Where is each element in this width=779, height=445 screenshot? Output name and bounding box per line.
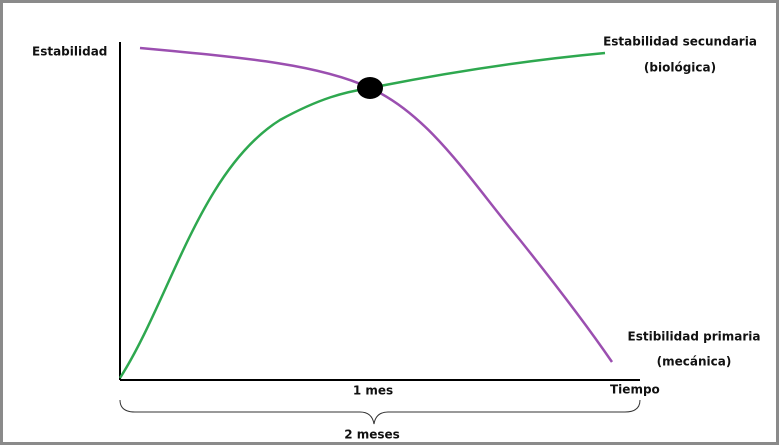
brace-label: 2 meses: [344, 428, 400, 442]
brace: [119, 399, 641, 425]
intersection-dot: [357, 77, 383, 99]
secondary-label: Estabilidad secundaria: [603, 35, 757, 49]
secondary-sublabel: (biológica): [644, 61, 716, 75]
primary-curve: [139, 46, 614, 363]
primary-label: Estibilidad primaria: [628, 330, 761, 344]
x-axis-label: Tiempo: [610, 383, 660, 397]
primary-sublabel: (mecánica): [657, 355, 732, 369]
x-mark-label: 1 mes: [353, 384, 393, 398]
secondary-curve: [118, 51, 606, 379]
y-axis-label: Estabilidad: [32, 45, 107, 59]
